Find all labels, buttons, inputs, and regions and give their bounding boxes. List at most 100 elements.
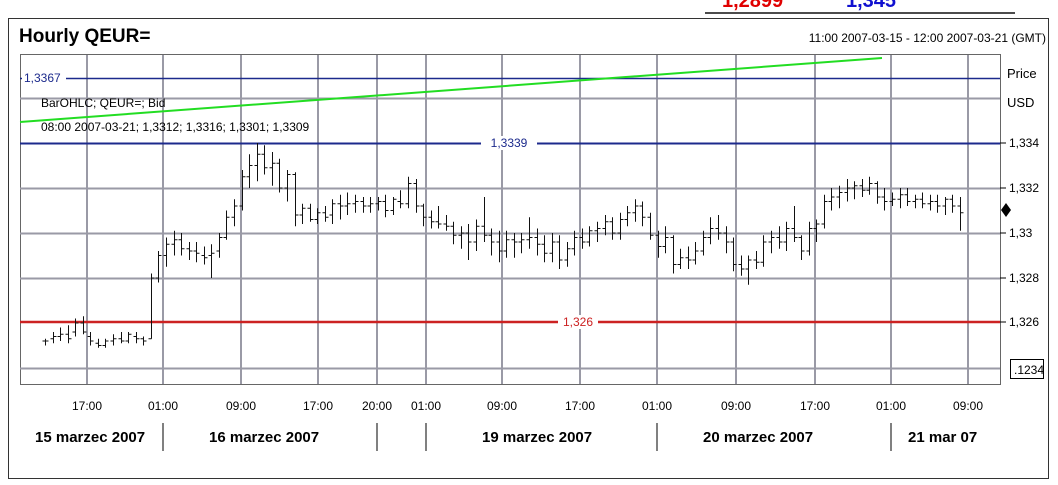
ohlc-bar: [72, 318, 79, 337]
ohlc-bar: [133, 332, 140, 344]
ohlc-bar: [904, 188, 911, 206]
ohlc-bar: [420, 203, 427, 227]
x-tick-label: 17:00: [72, 399, 102, 413]
ohlc-bar: [897, 188, 904, 209]
ohlc-bar: [813, 219, 820, 242]
ohlc-bar: [284, 170, 291, 202]
ohlc-bar: [677, 248, 684, 269]
ohlc-bar: [624, 206, 631, 227]
ohlc-bar: [639, 201, 646, 227]
x-tick-label: 17:00: [565, 399, 595, 413]
ohlc-bar: [65, 325, 72, 344]
ohlc-bar: [375, 197, 382, 211]
ohlc-bar: [715, 215, 722, 240]
ohlc-bar: [155, 251, 162, 283]
date-label: 20 marzec 2007: [703, 429, 813, 446]
ohlc-bar: [163, 237, 170, 267]
ohlc-bar: [541, 235, 548, 263]
x-tick-label: 09:00: [953, 399, 983, 413]
date-label: 16 marzec 2007: [209, 429, 319, 446]
overlay-right-value: 1,345: [846, 0, 896, 12]
ohlc-bar: [942, 197, 949, 215]
date-label: 19 marzec 2007: [482, 429, 592, 446]
ohlc-bar: [503, 230, 510, 258]
overlay-left-value: 1,2899: [722, 0, 783, 12]
ohlc-bar: [435, 206, 442, 229]
ohlc-bar: [50, 332, 57, 344]
ohlc-bar: [481, 197, 488, 242]
level-label-bg: [481, 136, 537, 150]
ohlc-bar: [662, 226, 669, 254]
ohlc-bar: [450, 221, 457, 245]
ohlc-bar: [216, 233, 223, 258]
ohlc-bar: [110, 334, 117, 346]
ohlc-bar: [292, 172, 299, 227]
x-tick-label: 01:00: [411, 399, 441, 413]
ohlc-bar: [87, 332, 94, 346]
ohlc-bar: [352, 194, 359, 213]
ohlc-bar: [753, 251, 760, 269]
chart-title: Hourly QEUR=: [19, 26, 150, 47]
ohlc-bar: [647, 212, 654, 240]
horizontal-grid: [20, 97, 1000, 370]
ohlc-bar: [866, 176, 873, 195]
ohlc-bar: [889, 192, 896, 206]
ohlc-bar: [874, 181, 881, 204]
ohlc-bar: [473, 219, 480, 251]
ohlc-bar: [571, 230, 578, 256]
ohlc-bar: [443, 215, 450, 231]
ohlc-bar: [617, 212, 624, 240]
y-tick-label: 1,334: [1009, 136, 1039, 150]
ohlc-bar: [382, 194, 389, 218]
ohlc-bar: [919, 192, 926, 209]
ohlc-bar: [148, 273, 155, 340]
ohlc-bar: [821, 194, 828, 229]
ohlc-bar: [413, 179, 420, 213]
ohlc-bar: [828, 188, 835, 211]
ohlc-bar: [881, 188, 888, 211]
ohlc-bar: [269, 152, 276, 186]
ohlc-bar: [42, 338, 49, 346]
level-label-1-326: 1,326: [563, 315, 593, 329]
current-price-marker-icon: [1001, 203, 1011, 217]
x-tick-label: 01:00: [148, 399, 178, 413]
ohlc-bar: [511, 233, 518, 258]
ohlc-bar: [670, 235, 677, 274]
ohlc-bar: [836, 185, 843, 209]
level-label-1-3339: 1,3339: [491, 136, 528, 150]
ohlc-bar: [208, 244, 215, 278]
ohlc-bar: [80, 316, 87, 335]
x-tick-label: 01:00: [876, 399, 906, 413]
ohlc-bar: [125, 332, 132, 344]
ohlc-bar: [261, 145, 268, 175]
plot-area: [20, 54, 1001, 385]
ohlc-bar: [193, 242, 200, 263]
ohlc-bar: [314, 208, 321, 224]
ohlc-bar: [178, 233, 185, 256]
trend-line[interactable]: [19, 57, 883, 123]
ohlc-bar: [844, 179, 851, 202]
legend-line-2: 08:00 2007-03-21; 1,3312; 1,3316; 1,3301…: [41, 120, 310, 134]
last-price-label: .1234: [1014, 363, 1044, 377]
ohlc-bar: [957, 197, 964, 231]
x-ticks: 17:00 01:00 09:00 17:00 20:00 01:00 09:0…: [72, 399, 983, 413]
x-tick-label: 17:00: [303, 399, 333, 413]
ohlc-bar: [609, 217, 616, 240]
ohlc-bar: [405, 176, 412, 209]
x-tick-label: 09:00: [487, 399, 517, 413]
ohlc-bar: [95, 338, 102, 348]
ohlc-bar: [602, 215, 609, 236]
x-tick-label: 09:00: [226, 399, 256, 413]
ohlc-bar: [859, 179, 866, 197]
ohlc-bar: [526, 217, 533, 249]
ohlc-bar: [745, 255, 752, 285]
date-range: 11:00 2007-03-15 - 12:00 2007-03-21 (GMT…: [809, 31, 1046, 45]
overlay-strip: [705, 0, 1015, 12]
ohlc-bar: [692, 242, 699, 265]
ohlc-bar: [934, 194, 941, 213]
ohlc-bar: [496, 230, 503, 263]
ohlc-bar: [458, 226, 465, 249]
date-label: 21 mar 07: [908, 429, 977, 446]
ohlc-bar: [397, 190, 404, 209]
